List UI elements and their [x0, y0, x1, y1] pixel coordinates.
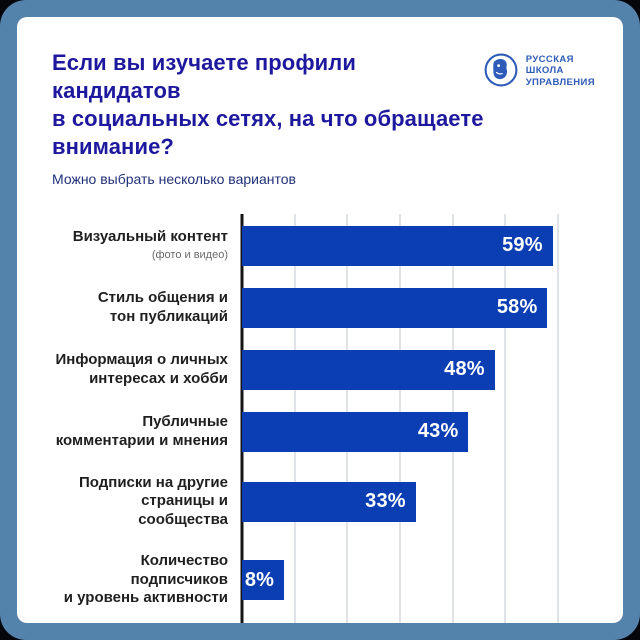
brand-word-3: УПРАВЛЕНИЯ [525, 76, 595, 88]
bar-track: 43% [242, 411, 558, 452]
bar-value-label: 43% [417, 420, 459, 443]
chart-row: Стиль общения и тон публикаций 58% [52, 287, 595, 328]
brand-word-2: ШКОЛА [525, 65, 564, 77]
header-titles: Если вы изучаете профили кандидатов в со… [52, 49, 484, 187]
category-label: Публичные комментарии и мнения [55, 412, 228, 449]
gridline [557, 213, 559, 623]
bar-track: 58% [242, 287, 558, 328]
bar-track: 8% [242, 560, 558, 600]
bar-value-label: 58% [496, 296, 538, 319]
category-sublabel: (фото и видео) [151, 249, 228, 262]
category-label: Подписки на другие страницы и сообщества [79, 473, 228, 529]
bar-value-label: 59% [502, 234, 543, 257]
bar: 59% [242, 225, 553, 266]
content-card: Если вы изучаете профили кандидатов в со… [17, 17, 623, 623]
bar-value-label: 48% [444, 358, 485, 381]
header: Если вы изучаете профили кандидатов в со… [52, 49, 595, 187]
gridline [504, 213, 507, 623]
category-label: Стиль общения и тон публикаций [97, 288, 228, 325]
bar: 48% [242, 349, 495, 390]
chart-row: Подписки на другие страницы и сообщества… [52, 474, 595, 530]
brand-logo: РУССКАЯ ШКОЛА УПРАВЛЕНИЯ [484, 53, 595, 88]
category-label: Количество подписчиков и уровень активно… [63, 551, 228, 607]
bar: 58% [242, 287, 548, 328]
bar-track: 59% [242, 225, 558, 266]
chart-row: Визуальный контент (фото и видео) 59% [52, 225, 595, 266]
bar: 43% [242, 411, 469, 452]
bar-track: 48% [242, 349, 558, 390]
bar: 8% [242, 560, 285, 600]
bar-value-label: 33% [365, 490, 406, 513]
chart-row: Информация о личных интересах и хобби 48% [52, 349, 595, 390]
bar-value-label: 8% [244, 568, 275, 591]
chart-rows: Визуальный контент (фото и видео) 59% Стиль… [52, 225, 595, 609]
brand-logo-icon [484, 53, 518, 87]
chart-row: Количество подписчиков и уровень активно… [52, 552, 595, 608]
category-label: Визуальный контент (фото и видео) [52, 228, 242, 263]
chart-row: Публичные комментарии и мнения 43% [52, 411, 595, 452]
bar-chart: Визуальный контент (фото и видео) 59% Стиль… [52, 213, 595, 623]
brand-word-1: РУССКАЯ [525, 54, 574, 65]
bar-track: 33% [242, 481, 558, 522]
brand-logo-text: РУССКАЯ ШКОЛА УПРАВЛЕНИЯ [526, 54, 595, 88]
page-subtitle: Можно выбрать несколько вариантов [52, 170, 296, 187]
category-label: Информация о личных интересах и хобби [55, 350, 229, 387]
chart-plot-area: Визуальный контент (фото и видео) 59% Стиль… [52, 213, 595, 623]
page-title: Если вы изучаете профили кандидатов в со… [52, 50, 484, 160]
bar: 33% [242, 481, 416, 522]
